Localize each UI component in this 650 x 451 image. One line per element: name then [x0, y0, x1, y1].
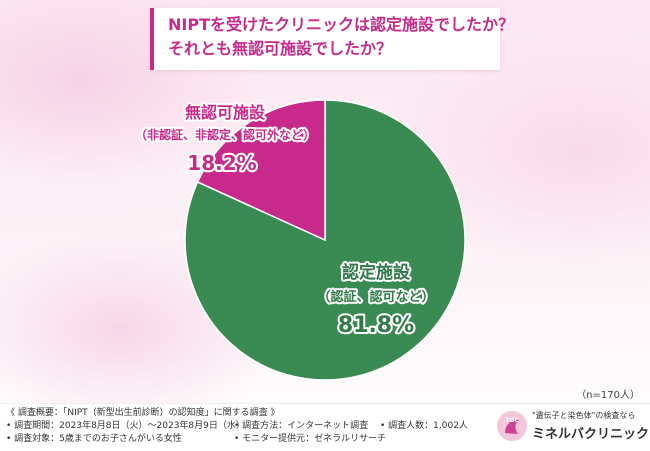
survey-period: • 調査期間：2023年8月8日（火）～2023年8月9日（水）	[6, 421, 245, 431]
title-box: NIPTを受けたクリニックは認定施設でしたか？ それとも無認可施設でしたか？	[150, 8, 514, 70]
slice-sublabel-approved: （認証、認可など）	[317, 289, 434, 305]
pie-slice-unapproved	[196, 99, 326, 242]
slice-value-approved: 81.8%	[338, 313, 414, 338]
pie-slice-approved	[184, 99, 466, 381]
footer: 《 調査概要：「NIPT（新型出生前診断）の認知度」に関する調査 》 • 調査期…	[0, 403, 650, 451]
survey-summary: 《 調査概要：「NIPT（新型出生前診断）の認知度」に関する調査 》	[6, 408, 280, 418]
survey-provider: • モニター提供元：ゼネラルリサーチ	[234, 434, 387, 444]
survey-target: • 調査対象：5歳までのお子さんがいる女性	[6, 434, 182, 444]
slice-label-approved: 認定施設	[342, 262, 411, 283]
title-line-2: それとも無認可施設でしたか？	[168, 39, 393, 58]
clinic-logo: TGC "遺伝子と染色体"の検査なら ミネルバクリニック	[496, 408, 650, 446]
slice-value-unapproved: 18.2%	[187, 151, 256, 175]
survey-people: • 調査人数：1,002人	[380, 421, 468, 431]
logo-name: ミネルバクリニック	[532, 427, 650, 442]
title-line-1: NIPTを受けたクリニックは認定施設でしたか？	[168, 15, 514, 34]
survey-method: • 調査方法：インターネット調査	[234, 421, 369, 431]
slice-label-unapproved: 無認可施設	[185, 103, 266, 122]
sample-size-label: （n=170人）	[576, 390, 640, 401]
clinic-logo-icon: TGC	[497, 411, 527, 441]
logo-mark-text: TGC	[505, 417, 519, 424]
pie-chart: 無認可施設 （非認証、非認定、認可外など） 18.2% 認定施設 （認証、認可な…	[133, 99, 466, 381]
logo-tagline: "遺伝子と染色体"の検査なら	[532, 411, 636, 420]
slice-sublabel-unapproved: （非認証、非認定、認可外など）	[135, 127, 315, 142]
